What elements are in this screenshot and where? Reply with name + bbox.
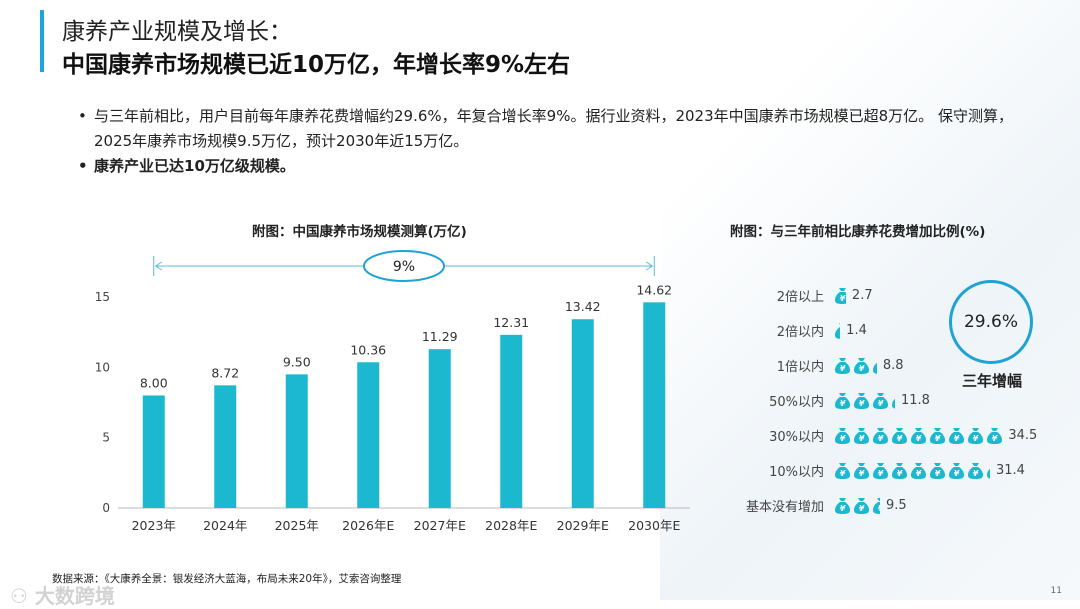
money-bag-icon: ¥	[986, 462, 990, 479]
pictogram-row: 2倍以内¥1.4	[740, 317, 867, 343]
row-label: 50%以内	[740, 391, 834, 410]
data-label: 10.36	[350, 342, 386, 357]
money-bag-icon: ¥	[872, 427, 889, 444]
row-label: 2倍以内	[740, 321, 834, 340]
money-bag-icon: ¥	[891, 392, 895, 409]
pictogram-row: 基本没有增加¥¥¥9.5	[740, 492, 907, 518]
bar	[429, 349, 451, 508]
money-bag-icon: ¥	[853, 392, 870, 409]
row-value: 1.4	[846, 323, 867, 338]
highlight-label: 三年增幅	[962, 370, 1022, 391]
money-bag-icon: ¥	[872, 497, 880, 514]
x-tick-label: 2026年E	[342, 518, 394, 533]
money-bag-icon: ¥	[834, 392, 851, 409]
money-bag-icon: ¥	[834, 462, 851, 479]
bar	[286, 374, 308, 508]
data-label: 11.29	[422, 329, 458, 344]
row-value: 8.8	[883, 358, 904, 373]
money-bag-icon: ¥	[853, 427, 870, 444]
data-label: 9.50	[283, 354, 311, 369]
bar	[143, 395, 165, 508]
data-label: 8.72	[211, 365, 239, 380]
highlight-circle: 29.6%	[949, 280, 1033, 364]
money-bag-icon: ¥	[834, 497, 851, 514]
x-tick-label: 2029年E	[557, 518, 609, 533]
y-tick-label: 0	[102, 501, 110, 515]
money-bag-icon: ¥	[834, 287, 846, 304]
pictogram-row: 30%以内¥¥¥¥¥¥¥¥¥34.5	[740, 422, 1037, 448]
x-tick-label: 2025年	[275, 518, 319, 533]
money-bag-icon: ¥	[967, 462, 984, 479]
svg-text:¥: ¥	[840, 294, 846, 303]
row-value: 11.8	[901, 393, 930, 408]
row-label: 30%以内	[740, 426, 834, 445]
data-label: 12.31	[493, 315, 529, 330]
y-tick-label: 5	[102, 431, 110, 445]
bar	[500, 335, 522, 508]
row-value: 2.7	[852, 288, 873, 303]
money-bag-icon: ¥	[853, 462, 870, 479]
money-bag-icon: ¥	[834, 357, 851, 374]
row-label: 1倍以内	[740, 356, 834, 375]
money-bag-icon: ¥	[948, 427, 965, 444]
row-value: 34.5	[1008, 428, 1037, 443]
money-bag-icon: ¥	[872, 462, 889, 479]
money-bag-icon: ¥	[834, 322, 840, 339]
pictogram-row: 1倍以内¥¥¥8.8	[740, 352, 904, 378]
page-number: 11	[1051, 586, 1062, 596]
bar	[214, 385, 236, 508]
data-label: 13.42	[565, 299, 601, 314]
x-tick-label: 2023年	[132, 518, 176, 533]
pictogram-row: 2倍以上 ¥2.7	[740, 282, 873, 308]
row-label: 2倍以上	[740, 286, 834, 305]
money-bag-icon: ¥	[872, 392, 889, 409]
source-note: 数据来源：《大康养全景：银发经济大蓝海，布局未来20年》，艾索咨询整理	[52, 571, 401, 586]
money-bag-icon: ¥	[929, 427, 946, 444]
row-label: 10%以内	[740, 461, 834, 480]
money-bag-icon: ¥	[929, 462, 946, 479]
y-tick-label: 10	[95, 360, 110, 374]
money-bag-icon: ¥	[967, 427, 984, 444]
row-label: 基本没有增加	[740, 496, 834, 515]
bar	[643, 302, 665, 508]
money-bag-icon: ¥	[834, 427, 851, 444]
money-bag-icon: ¥	[910, 427, 927, 444]
row-value: 9.5	[886, 498, 907, 513]
money-bag-icon: ¥	[853, 357, 870, 374]
row-value: 31.4	[996, 463, 1025, 478]
data-label: 8.00	[140, 375, 168, 390]
x-tick-label: 2030年E	[628, 518, 680, 533]
money-bag-icon: ¥	[910, 462, 927, 479]
data-label: 14.62	[636, 282, 672, 297]
money-bag-icon: ¥	[891, 462, 908, 479]
x-tick-label: 2024年	[203, 518, 247, 533]
money-bag-icon: ¥	[853, 497, 870, 514]
money-bag-icon: ¥	[986, 427, 1002, 444]
x-tick-label: 2027年E	[414, 518, 466, 533]
highlight-value: 29.6%	[964, 312, 1018, 332]
money-bag-icon: ¥	[948, 462, 965, 479]
pictogram-row: 50%以内¥¥¥¥11.8	[740, 387, 930, 413]
x-tick-label: 2028年E	[485, 518, 537, 533]
bar	[357, 362, 379, 508]
bar	[572, 319, 594, 508]
svg-text:¥: ¥	[878, 504, 880, 513]
pictogram-row: 10%以内¥¥¥¥¥¥¥¥¥31.4	[740, 457, 1025, 483]
y-tick-label: 15	[95, 290, 110, 304]
money-bag-icon: ¥	[872, 357, 877, 374]
money-bag-icon: ¥	[891, 427, 908, 444]
annotation-label: 9%	[393, 259, 415, 275]
